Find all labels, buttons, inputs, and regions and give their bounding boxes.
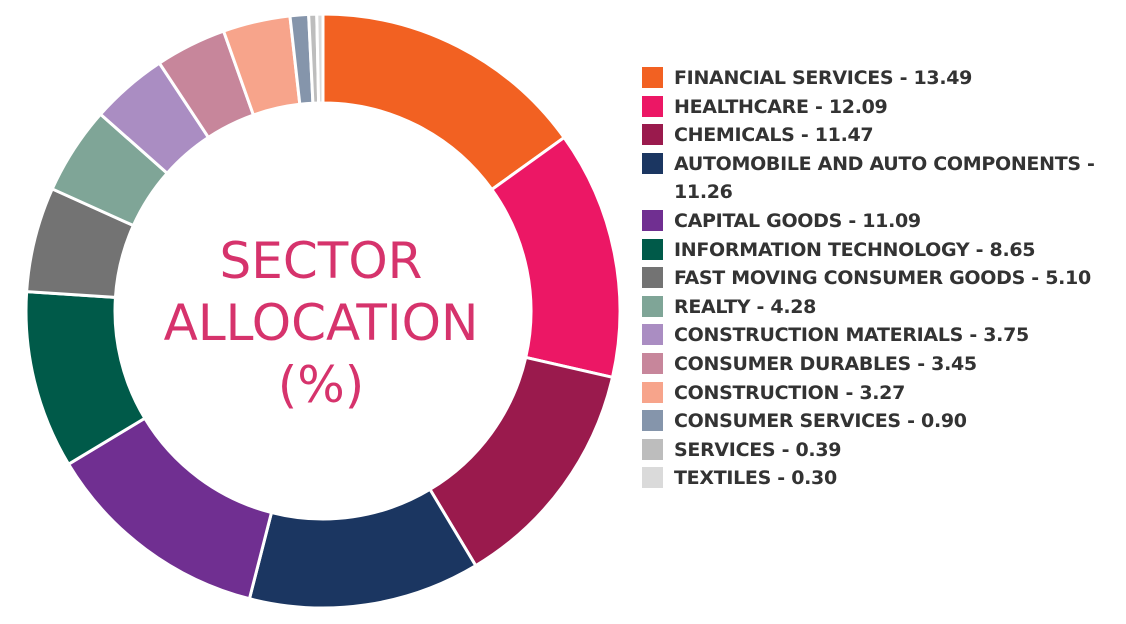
legend-item: TEXTILES - 0.30 (642, 464, 1120, 493)
legend-swatch (642, 410, 663, 432)
legend-item: SERVICES - 0.39 (642, 436, 1120, 465)
legend-label: TEXTILES - 0.30 (674, 467, 837, 490)
legend-item: CONSTRUCTION MATERIALS - 3.75 (642, 321, 1120, 350)
legend-item: CONSTRUCTION - 3.27 (642, 379, 1120, 408)
legend-swatch (642, 324, 663, 346)
legend-item: AUTOMOBILE AND AUTO COMPONENTS - 11.26 (642, 150, 1120, 207)
legend-swatch (642, 209, 663, 231)
legend-swatch (642, 381, 663, 403)
chart-legend: FINANCIAL SERVICES - 13.49 HEALTHCARE - 1… (642, 64, 1120, 493)
chart-title: SECTOR ALLOCATION (%) (140, 230, 502, 416)
legend-swatch (642, 467, 663, 489)
legend-item: FINANCIAL SERVICES - 13.49 (642, 64, 1120, 93)
pie-slice-automobile-and-auto-components (247, 487, 478, 610)
legend-label: FINANCIAL SERVICES - 13.49 (674, 67, 973, 89)
legend-swatch (642, 438, 663, 460)
chart-title-line-1: SECTOR (219, 232, 423, 290)
legend-swatch (642, 352, 663, 374)
legend-label: AUTOMOBILE AND AUTO COMPONENTS - 11.26 (674, 152, 1095, 204)
legend-swatch (642, 67, 663, 88)
legend-item: CHEMICALS - 11.47 (642, 121, 1120, 150)
legend-item: INFORMATION TECHNOLOGY - 8.65 (642, 236, 1120, 265)
legend-label: CHEMICALS - 11.47 (674, 124, 874, 147)
donut-chart (24, 12, 622, 610)
legend-swatch (642, 238, 663, 260)
legend-item: FAST MOVING CONSUMER GOODS - 5.10 (642, 264, 1120, 293)
legend-label: CONSUMER SERVICES - 0.90 (674, 410, 967, 433)
chart-title-line-2: ALLOCATION (163, 294, 479, 352)
pie-slice-textiles (315, 12, 325, 105)
chart-title-line-3: (%) (277, 356, 365, 414)
legend-label: CAPITAL GOODS - 11.09 (674, 209, 921, 232)
legend-swatch (642, 295, 663, 317)
legend-label: CONSTRUCTION - 3.27 (674, 381, 906, 404)
legend-item: CAPITAL GOODS - 11.09 (642, 207, 1120, 236)
legend-item: CONSUMER SERVICES - 0.90 (642, 407, 1120, 436)
legend-label: FAST MOVING CONSUMER GOODS - 5.10 (674, 267, 1091, 290)
legend-swatch (642, 95, 663, 117)
legend-item: CONSUMER DURABLES - 3.45 (642, 350, 1120, 379)
legend-item: REALTY - 4.28 (642, 293, 1120, 322)
legend-swatch (642, 124, 663, 146)
legend-swatch (642, 152, 663, 174)
legend-item: HEALTHCARE - 12.09 (642, 93, 1120, 122)
legend-swatch (642, 267, 663, 289)
legend-label: HEALTHCARE - 12.09 (674, 95, 888, 118)
legend-label: CONSUMER DURABLES - 3.45 (674, 352, 977, 375)
legend-label: REALTY - 4.28 (674, 295, 817, 318)
legend-label: CONSTRUCTION MATERIALS - 3.75 (674, 324, 1029, 347)
legend-label: SERVICES - 0.39 (674, 438, 842, 461)
legend-label: INFORMATION TECHNOLOGY - 8.65 (674, 238, 1036, 261)
